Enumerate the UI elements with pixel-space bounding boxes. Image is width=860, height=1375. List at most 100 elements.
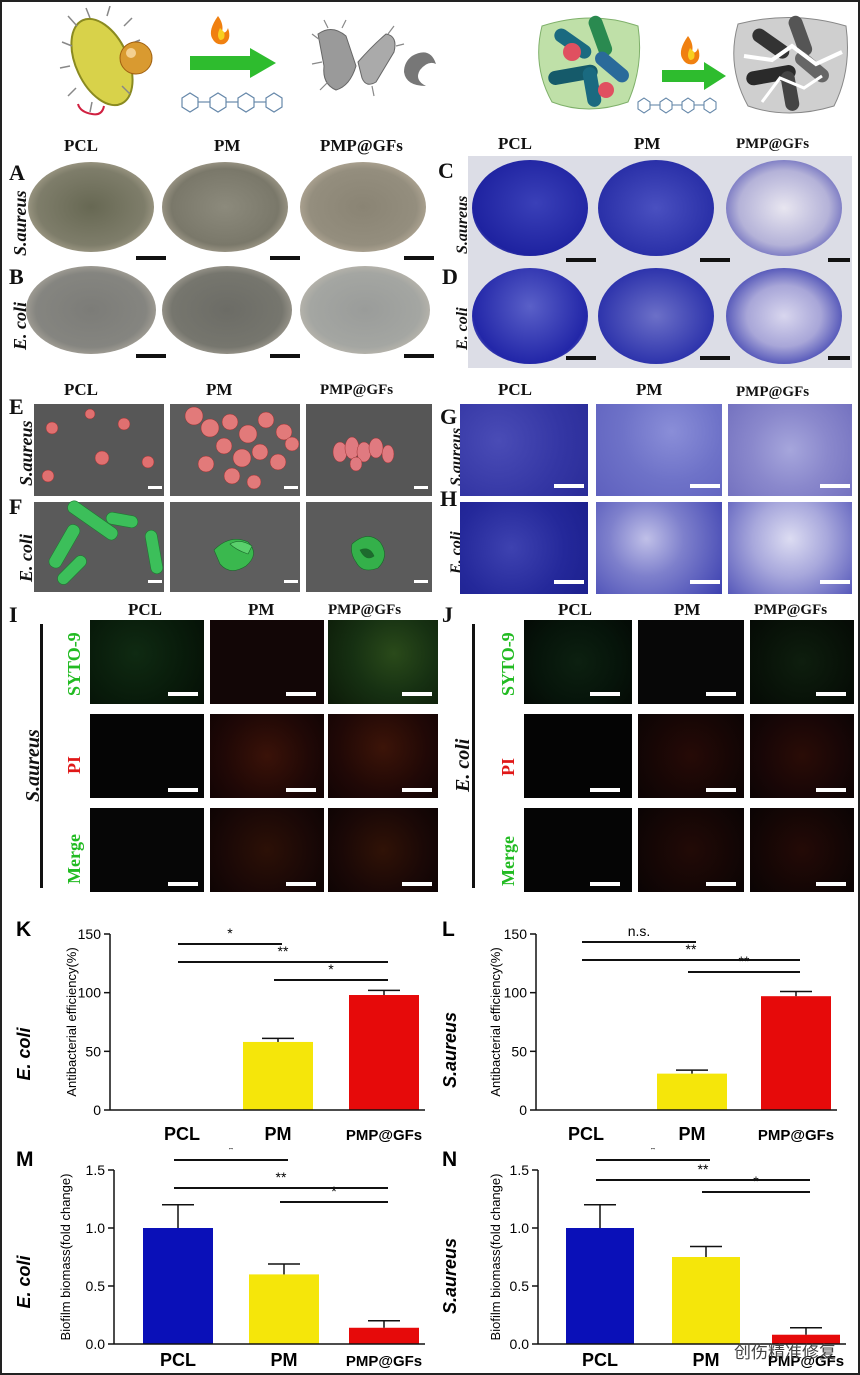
fluorescence-image	[638, 620, 744, 704]
scale-bar	[402, 788, 432, 792]
scale-bar	[690, 580, 720, 584]
bracket-line	[472, 624, 475, 888]
group-label: PMP@GFs	[320, 382, 394, 398]
species-label: E. coli	[14, 1026, 34, 1080]
petri-dish-image	[28, 162, 154, 252]
group-label: PCL	[64, 136, 98, 155]
well	[726, 268, 842, 364]
panel-label: A	[9, 160, 25, 185]
panel-label: H	[440, 486, 458, 511]
x-tick-label: PMP@GFs	[758, 1127, 834, 1144]
y-tick-label: 1.0	[510, 1220, 530, 1236]
y-tick-label: 0.5	[510, 1278, 530, 1294]
scale-bar	[820, 484, 850, 488]
bar	[772, 1334, 840, 1344]
scale-bar	[284, 486, 298, 489]
bar	[349, 1327, 419, 1344]
group-label: PMP@GFs	[736, 384, 810, 400]
fluorescence-image	[638, 714, 744, 798]
y-tick-label: 50	[85, 1043, 101, 1059]
significance-label: *	[328, 961, 334, 977]
well	[472, 160, 588, 256]
fluorescence-image	[524, 714, 632, 798]
group-label: PCL	[498, 380, 532, 399]
bracket-line	[40, 624, 43, 888]
significance-label: *	[650, 1148, 656, 1157]
scale-bar	[148, 486, 162, 489]
scale-bar	[168, 882, 198, 886]
stain-label: Merge	[498, 836, 518, 886]
fluorescence-image	[90, 808, 204, 892]
petri-dish-image	[162, 266, 292, 354]
chart-l: L S.aureus Antibacterial efficiency(%) 0 50 1…	[440, 918, 837, 1144]
arrow-icon	[662, 62, 726, 90]
panel-label: N	[442, 1148, 457, 1171]
scale-bar	[700, 356, 730, 360]
fluorescence-image	[524, 808, 632, 892]
scale-bar	[404, 354, 434, 358]
scale-bar	[168, 788, 198, 792]
scale-bar	[816, 788, 846, 792]
significance-label: *	[228, 1148, 234, 1157]
significance-label: **	[698, 1161, 709, 1177]
group-label: PMP@GFs	[754, 602, 828, 618]
arrow-icon	[190, 48, 276, 78]
y-tick-label: 1.5	[510, 1162, 530, 1178]
y-axis-label: Antibacterial efficiency(%)	[64, 947, 79, 1096]
scale-bar	[690, 484, 720, 488]
well	[598, 268, 714, 364]
panel-label: G	[440, 404, 458, 429]
scale-bar	[286, 788, 316, 792]
significance-label: **	[686, 941, 697, 957]
well	[472, 268, 588, 364]
bar	[349, 995, 419, 1110]
scale-bar	[270, 256, 300, 260]
scale-bar	[828, 258, 850, 262]
bar	[249, 1274, 319, 1344]
scale-bar	[148, 580, 162, 583]
fluorescence-image	[328, 808, 438, 892]
bar	[657, 1073, 727, 1110]
scale-bar	[270, 354, 300, 358]
panel-label: E	[9, 394, 24, 419]
y-tick-label: 0.0	[86, 1336, 106, 1352]
fluorescence-image	[524, 620, 632, 704]
sem-image	[34, 502, 164, 592]
fluorescence-image	[750, 808, 854, 892]
x-tick-label: PMP@GFs	[346, 1353, 422, 1370]
scale-bar	[402, 882, 432, 886]
petri-dish-image	[300, 266, 430, 354]
scale-bar	[136, 354, 166, 358]
group-label: PM	[634, 134, 661, 153]
x-tick-label: PCL	[164, 1124, 200, 1144]
significance-label: **	[278, 943, 289, 959]
bar	[243, 1041, 313, 1110]
bacterium-illustration	[59, 6, 153, 116]
species-label: E. coli	[14, 1254, 34, 1308]
microscopy-image	[728, 404, 852, 496]
y-tick-label: 100	[78, 985, 102, 1001]
scale-bar	[414, 486, 428, 489]
scale-bar	[566, 258, 596, 262]
group-label: PM	[206, 380, 233, 399]
scale-bar	[286, 882, 316, 886]
fluorescence-image	[328, 714, 438, 798]
y-tick-label: 1.5	[86, 1162, 106, 1178]
stain-label: PI	[498, 758, 518, 776]
fluorescence-image	[210, 714, 324, 798]
group-label: PCL	[498, 134, 532, 153]
chart-m: M E. coli Biofilm biomass(fold change) 0.0 0…	[14, 1148, 425, 1370]
stain-label: Merge	[64, 834, 84, 884]
panel-label: D	[442, 264, 458, 289]
flame-icon	[680, 36, 700, 65]
molecule-illustration	[181, 92, 283, 113]
y-tick-label: 100	[504, 985, 528, 1001]
significance-label: *	[331, 1183, 337, 1199]
x-tick-label: PCL	[568, 1124, 604, 1144]
x-tick-label: PMP@GFs	[768, 1353, 844, 1370]
flame-icon	[210, 16, 230, 45]
fluorescence-image	[750, 714, 854, 798]
panel-label: I	[9, 602, 18, 627]
stain-label: PI	[64, 756, 84, 774]
destroyed-biofilm-illustration	[733, 15, 848, 114]
